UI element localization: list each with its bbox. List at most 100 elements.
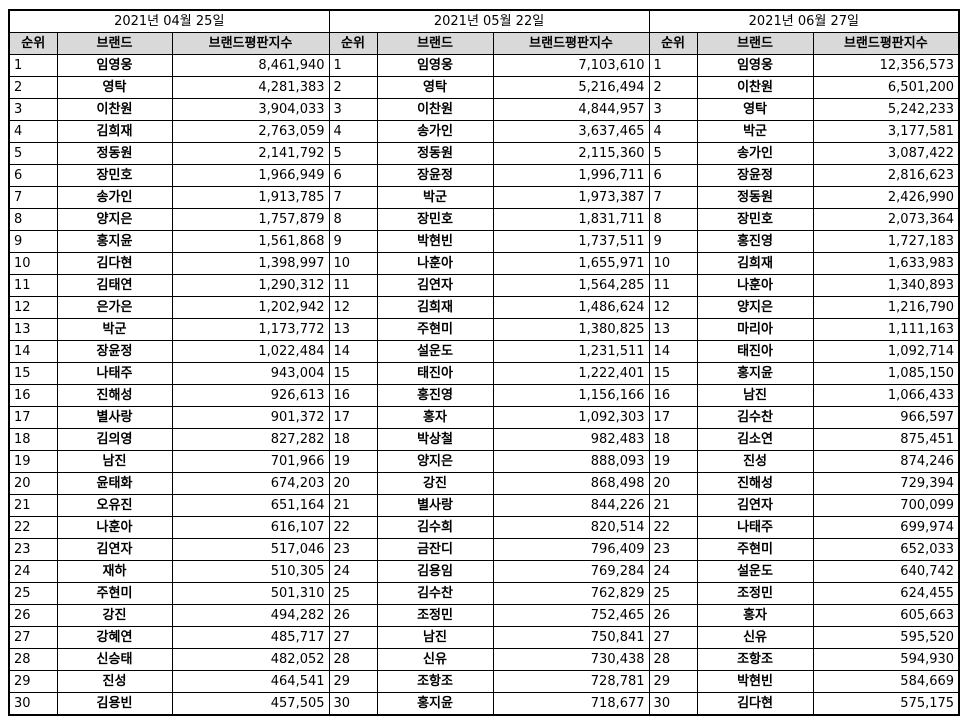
brand-cell: 강진 <box>56 604 173 627</box>
score-cell: 762,829 <box>492 582 650 605</box>
rank-cell: 15 <box>328 362 378 385</box>
score-cell: 844,226 <box>492 494 650 517</box>
brand-header: 브랜드 <box>56 32 173 55</box>
score-cell: 2,073,364 <box>812 208 960 231</box>
score-cell: 1,340,893 <box>812 274 960 297</box>
period-date-2: 2021년 05월 22일 <box>328 9 650 33</box>
rank-cell: 19 <box>328 450 378 473</box>
score-cell: 4,844,957 <box>492 98 650 121</box>
rank-cell: 28 <box>328 648 378 671</box>
table-row: 21 오유진 651,164 21 별사랑 844,226 21 김연자 700,099 <box>8 494 960 517</box>
brand-cell: 송가인 <box>376 120 494 143</box>
score-cell: 501,310 <box>171 582 330 605</box>
brand-cell: 별사랑 <box>56 406 173 429</box>
brand-cell: 김연자 <box>376 274 494 297</box>
score-cell: 4,281,383 <box>171 76 330 99</box>
brand-cell: 나태주 <box>696 516 814 539</box>
brand-cell: 조정민 <box>376 604 494 627</box>
table-row: 11 김태연 1,290,312 11 김연자 1,564,285 11 나훈아 1,340,8… <box>8 274 960 297</box>
score-cell: 699,974 <box>812 516 960 539</box>
brand-cell: 송가인 <box>696 142 814 165</box>
rank-cell: 29 <box>8 670 58 693</box>
score-cell: 1,564,285 <box>492 274 650 297</box>
brand-cell: 임영웅 <box>56 54 173 77</box>
brand-cell: 남진 <box>56 450 173 473</box>
brand-cell: 조정민 <box>696 582 814 605</box>
rank-cell: 2 <box>8 76 58 99</box>
score-cell: 1,757,879 <box>171 208 330 231</box>
score-cell: 1,231,511 <box>492 340 650 363</box>
rank-cell: 8 <box>328 208 378 231</box>
score-cell: 1,996,711 <box>492 164 650 187</box>
table-row: 15 나태주 943,004 15 태진아 1,222,401 15 홍지윤 1,085,150 <box>8 362 960 385</box>
brand-cell: 박상철 <box>376 428 494 451</box>
score-cell: 652,033 <box>812 538 960 561</box>
score-cell: 888,093 <box>492 450 650 473</box>
brand-cell: 신유 <box>376 648 494 671</box>
rank-cell: 7 <box>328 186 378 209</box>
score-cell: 1,831,711 <box>492 208 650 231</box>
rank-cell: 26 <box>8 604 58 627</box>
score-cell: 3,087,422 <box>812 142 960 165</box>
brand-cell: 오유진 <box>56 494 173 517</box>
rank-cell: 9 <box>328 230 378 253</box>
rank-cell: 17 <box>8 406 58 429</box>
score-cell: 769,284 <box>492 560 650 583</box>
rank-cell: 12 <box>328 296 378 319</box>
rank-cell: 11 <box>328 274 378 297</box>
brand-cell: 마리아 <box>696 318 814 341</box>
score-cell: 8,461,940 <box>171 54 330 77</box>
brand-cell: 장민호 <box>56 164 173 187</box>
brand-cell: 김수찬 <box>696 406 814 429</box>
score-cell: 729,394 <box>812 472 960 495</box>
score-cell: 901,372 <box>171 406 330 429</box>
rank-cell: 10 <box>328 252 378 275</box>
brand-cell: 정동원 <box>696 186 814 209</box>
rank-cell: 25 <box>648 582 698 605</box>
rank-cell: 16 <box>648 384 698 407</box>
brand-cell: 김의영 <box>56 428 173 451</box>
brand-cell: 송가인 <box>56 186 173 209</box>
rank-cell: 4 <box>328 120 378 143</box>
brand-cell: 이찬원 <box>696 76 814 99</box>
brand-cell: 남진 <box>696 384 814 407</box>
brand-cell: 조항조 <box>696 648 814 671</box>
score-cell: 966,597 <box>812 406 960 429</box>
brand-cell: 영탁 <box>56 76 173 99</box>
brand-cell: 박군 <box>376 186 494 209</box>
rank-cell: 24 <box>328 560 378 583</box>
score-cell: 640,742 <box>812 560 960 583</box>
score-cell: 464,541 <box>171 670 330 693</box>
rank-cell: 8 <box>8 208 58 231</box>
score-cell: 701,966 <box>171 450 330 473</box>
score-cell: 1,655,971 <box>492 252 650 275</box>
table-row: 7 송가인 1,913,785 7 박군 1,973,387 7 정동원 2,426,990 <box>8 186 960 209</box>
table-row: 3 이찬원 3,904,033 3 이찬원 4,844,957 3 영탁 5,242,233 <box>8 98 960 121</box>
brand-cell: 태진아 <box>696 340 814 363</box>
rank-header: 순위 <box>328 32 378 55</box>
table-row: 26 강진 494,282 26 조정민 752,465 26 홍자 605,663 <box>8 604 960 627</box>
table-row: 1 임영웅 8,461,940 1 임영웅 7,103,610 1 임영웅 12,356,573 <box>8 54 960 77</box>
rank-cell: 15 <box>648 362 698 385</box>
table-row: 16 진해성 926,613 16 홍진영 1,156,166 16 남진 1,066,433 <box>8 384 960 407</box>
score-cell: 624,455 <box>812 582 960 605</box>
rank-cell: 16 <box>328 384 378 407</box>
rank-cell: 29 <box>648 670 698 693</box>
rank-cell: 6 <box>8 164 58 187</box>
score-cell: 943,004 <box>171 362 330 385</box>
brand-cell: 진성 <box>696 450 814 473</box>
score-cell: 1,156,166 <box>492 384 650 407</box>
brand-cell: 정동원 <box>56 142 173 165</box>
score-cell: 926,613 <box>171 384 330 407</box>
score-cell: 796,409 <box>492 538 650 561</box>
table-row: 12 은가은 1,202,942 12 김희재 1,486,624 12 양지은 1,216,7… <box>8 296 960 319</box>
brand-cell: 홍자 <box>696 604 814 627</box>
brand-cell: 주현미 <box>56 582 173 605</box>
score-cell: 820,514 <box>492 516 650 539</box>
rank-cell: 21 <box>648 494 698 517</box>
brand-cell: 장윤정 <box>56 340 173 363</box>
table-row: 29 진성 464,541 29 조항조 728,781 29 박현빈 584,669 <box>8 670 960 693</box>
rank-cell: 20 <box>328 472 378 495</box>
table-row: 22 나훈아 616,107 22 김수희 820,514 22 나태주 699,974 <box>8 516 960 539</box>
score-cell: 1,913,785 <box>171 186 330 209</box>
